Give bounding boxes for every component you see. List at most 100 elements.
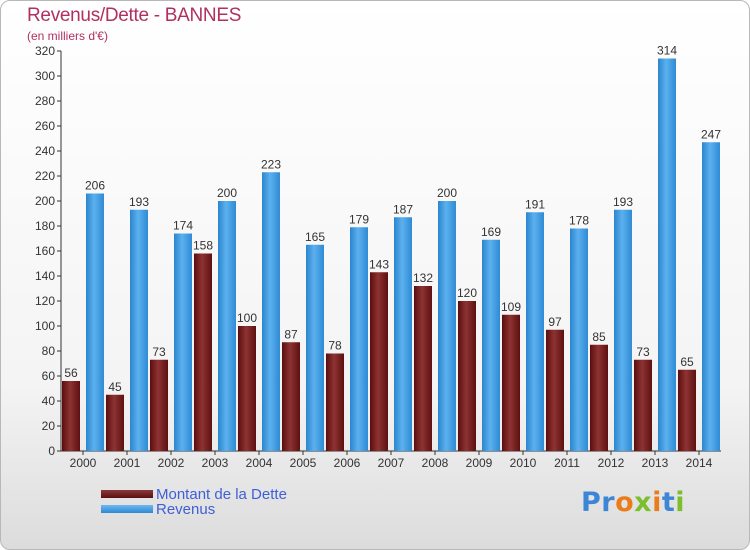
y-tick-label-260: 260 [35,119,55,133]
bar-dette-2002 [150,359,168,451]
x-tick-label-2013: 2013 [642,456,669,470]
x-tick-label-2008: 2008 [422,456,449,470]
bar-revenus-2012 [614,209,632,451]
data-label-revenus-2001: 193 [129,195,149,209]
bar-dette-2011 [546,329,564,451]
data-label-dette-2002: 73 [152,345,166,359]
y-tick-label-220: 220 [35,169,55,183]
data-label-revenus-2009: 169 [481,225,501,239]
x-tick-label-2007: 2007 [378,456,405,470]
data-label-dette-2000: 56 [64,366,78,380]
data-label-dette-2006: 78 [328,339,342,353]
data-label-dette-2001: 45 [108,380,122,394]
x-tick-label-2009: 2009 [466,456,493,470]
data-label-revenus-2008: 200 [437,186,457,200]
data-label-revenus-2005: 165 [305,230,325,244]
x-tick-label-2011: 2011 [554,456,580,470]
data-label-revenus-2007: 187 [393,202,413,216]
bar-revenus-2011 [570,228,588,451]
x-tick-label-2006: 2006 [334,456,361,470]
data-label-revenus-2006: 179 [349,212,369,226]
y-tick-label-0: 0 [48,444,55,458]
y-tick-label-40: 40 [42,394,56,408]
bar-revenus-2003 [218,201,236,451]
data-label-revenus-2000: 206 [85,179,105,193]
data-label-dette-2010: 109 [501,300,521,314]
y-tick-label-140: 140 [35,269,55,283]
data-label-dette-2005: 87 [284,327,298,341]
x-tick-label-2002: 2002 [158,456,185,470]
proxiti-logo: Proxiti [581,487,686,518]
legend-swatch-revenus [101,505,153,513]
bar-revenus-2000 [86,193,104,451]
y-tick-label-180: 180 [35,219,55,233]
bar-revenus-2006 [350,227,368,451]
bar-revenus-2009 [482,239,500,451]
bar-dette-2008 [414,286,432,451]
data-label-revenus-2003: 200 [217,186,237,200]
x-tick-label-2012: 2012 [598,456,625,470]
bar-dette-2007 [370,272,388,451]
data-label-dette-2013: 73 [636,345,650,359]
legend-label-revenus: Revenus [156,501,216,518]
bar-dette-2012 [590,344,608,451]
data-label-dette-2011: 97 [548,315,562,329]
data-label-dette-2008: 132 [413,271,433,285]
data-label-revenus-2014: 247 [701,127,721,141]
chart-subtitle: (en milliers d'€) [27,29,108,43]
y-tick-label-280: 280 [35,94,55,108]
data-label-revenus-2004: 223 [261,157,281,171]
bar-revenus-2013 [658,58,676,451]
x-tick-label-2014: 2014 [686,456,713,470]
bar-revenus-2002 [174,233,192,451]
bar-revenus-2014 [702,142,720,451]
y-tick-label-60: 60 [42,369,56,383]
y-tick-label-120: 120 [35,294,55,308]
bar-dette-2009 [458,301,476,451]
x-tick-label-2001: 2001 [114,456,141,470]
bar-dette-2010 [502,314,520,451]
data-label-revenus-2012: 193 [613,195,633,209]
data-label-revenus-2002: 174 [173,219,193,233]
y-tick-label-80: 80 [42,344,56,358]
y-tick-label-320: 320 [35,44,55,58]
y-tick-label-20: 20 [42,419,56,433]
bar-dette-2000 [62,381,80,451]
y-tick-label-160: 160 [35,244,55,258]
legend-swatch-debt [101,490,153,498]
bar-revenus-2007 [394,217,412,451]
data-label-revenus-2013: 314 [657,44,677,58]
bar-dette-2001 [106,394,124,451]
x-tick-label-2005: 2005 [290,456,317,470]
bar-dette-2005 [282,342,300,451]
data-label-dette-2003: 158 [193,239,213,253]
bar-dette-2013 [634,359,652,451]
data-label-dette-2012: 85 [592,330,606,344]
chart-title: Revenus/Dette - BANNES [27,5,242,26]
bar-revenus-2010 [526,212,544,451]
data-label-dette-2014: 65 [680,355,694,369]
data-label-revenus-2010: 191 [525,197,545,211]
y-tick-label-240: 240 [35,144,55,158]
bar-dette-2014 [678,369,696,451]
x-tick-label-2000: 2000 [70,456,97,470]
x-tick-label-2004: 2004 [246,456,273,470]
data-label-revenus-2011: 178 [569,214,589,228]
y-tick-label-100: 100 [35,319,55,333]
bar-revenus-2004 [262,172,280,451]
bar-dette-2004 [238,326,256,451]
legend-label-debt: Montant de la Dette [156,486,287,503]
bar-revenus-2001 [130,209,148,451]
data-label-dette-2007: 143 [369,257,389,271]
y-tick-label-200: 200 [35,194,55,208]
data-label-dette-2009: 120 [457,286,477,300]
x-tick-label-2003: 2003 [202,456,229,470]
y-tick-label-300: 300 [35,69,55,83]
bar-revenus-2008 [438,201,456,451]
bar-revenus-2005 [306,244,324,451]
data-label-dette-2004: 100 [237,311,257,325]
bar-dette-2003 [194,253,212,451]
bar-dette-2006 [326,353,344,451]
